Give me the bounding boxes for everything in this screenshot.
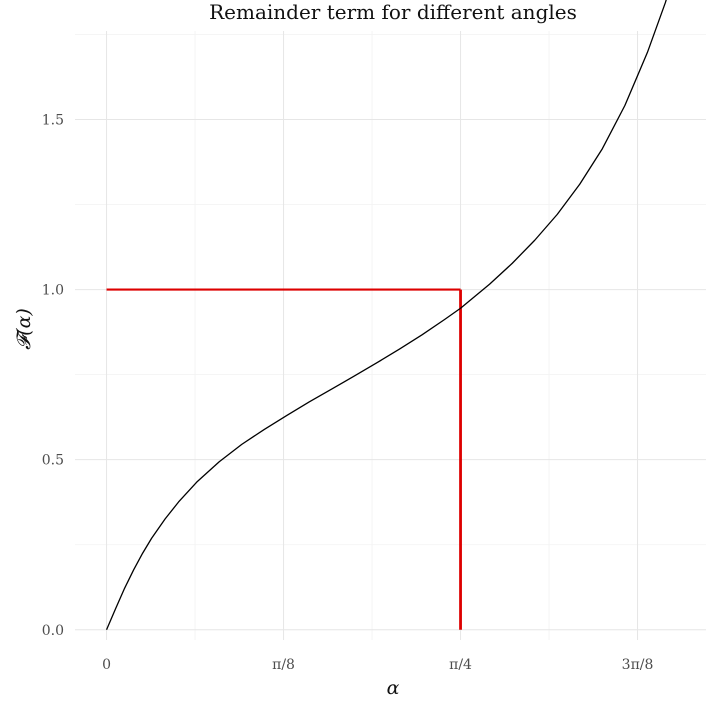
chart-title: Remainder term for different angles bbox=[209, 0, 577, 24]
y-axis-title: 𝓕(α) bbox=[13, 308, 35, 350]
y-tick-label: 1.5 bbox=[42, 112, 64, 128]
tick-labels: 0 π/8 π/4 3π/8 0.0 0.5 1.0 1.5 bbox=[42, 112, 654, 673]
series-line bbox=[105, 0, 667, 631]
x-tick-label: 3π/8 bbox=[622, 657, 654, 673]
y-tick-label: 0.0 bbox=[42, 623, 64, 639]
y-tick-label: 0.5 bbox=[42, 453, 64, 469]
x-tick-label: π/4 bbox=[449, 657, 472, 673]
x-tick-label: π/8 bbox=[272, 657, 295, 673]
x-tick-label: 0 bbox=[102, 657, 111, 673]
x-axis-title: α bbox=[387, 677, 400, 699]
reference-lines bbox=[106, 288, 462, 630]
y-tick-label: 1.0 bbox=[42, 283, 64, 299]
plot-background bbox=[75, 31, 706, 640]
series-layer bbox=[105, 0, 667, 631]
